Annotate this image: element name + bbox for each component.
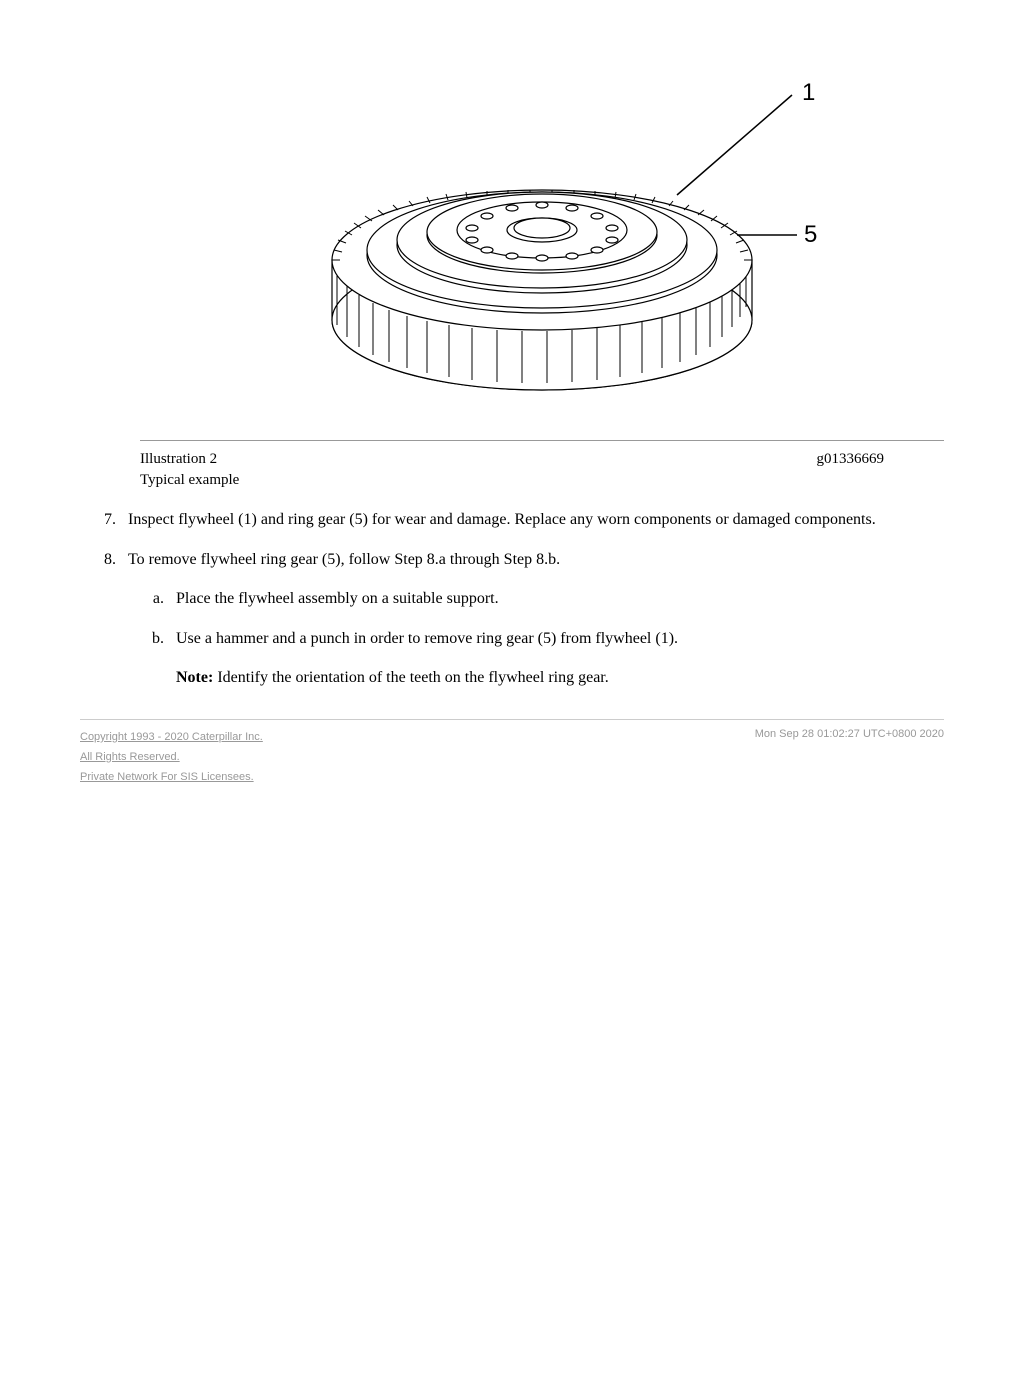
figure-caption: Typical example — [140, 472, 884, 489]
callout-1-label: 1 — [802, 79, 815, 106]
callout-5-label: 5 — [804, 221, 817, 248]
illustration-code: g01336669 — [817, 451, 885, 468]
note-text: Identify the orientation of the teeth on… — [213, 669, 608, 686]
page-footer: Copyright 1993 - 2020 Caterpillar Inc. A… — [80, 728, 944, 787]
footer-network[interactable]: Private Network For SIS Licensees. — [80, 768, 263, 788]
step-8: To remove flywheel ring gear (5), follow… — [120, 549, 944, 689]
footer-timestamp: Mon Sep 28 01:02:27 UTC+0800 2020 — [755, 728, 944, 787]
step-8-text: To remove flywheel ring gear (5), follow… — [128, 551, 560, 568]
illustration-label: Illustration 2 — [140, 451, 217, 468]
footer-left: Copyright 1993 - 2020 Caterpillar Inc. A… — [80, 728, 263, 787]
figure-divider — [140, 440, 944, 441]
illustration-meta-row: Illustration 2 g01336669 — [140, 451, 884, 468]
step-7: Inspect flywheel (1) and ring gear (5) f… — [120, 509, 944, 531]
step-8-sublist: Place the flywheel assembly on a suitabl… — [128, 588, 944, 689]
footer-divider — [80, 719, 944, 720]
note-label: Note: — [176, 669, 213, 686]
footer-copyright[interactable]: Copyright 1993 - 2020 Caterpillar Inc. — [80, 728, 263, 748]
step-8a: Place the flywheel assembly on a suitabl… — [168, 588, 944, 610]
step-8b-text: Use a hammer and a punch in order to rem… — [176, 630, 678, 647]
figure-container: 1 5 — [140, 60, 944, 441]
step-8b-note: Note: Identify the orientation of the te… — [176, 667, 944, 689]
flywheel-diagram: 1 5 — [262, 60, 822, 420]
footer-rights[interactable]: All Rights Reserved. — [80, 748, 263, 768]
procedure-list: Inspect flywheel (1) and ring gear (5) f… — [80, 509, 944, 689]
step-8b: Use a hammer and a punch in order to rem… — [168, 628, 944, 689]
